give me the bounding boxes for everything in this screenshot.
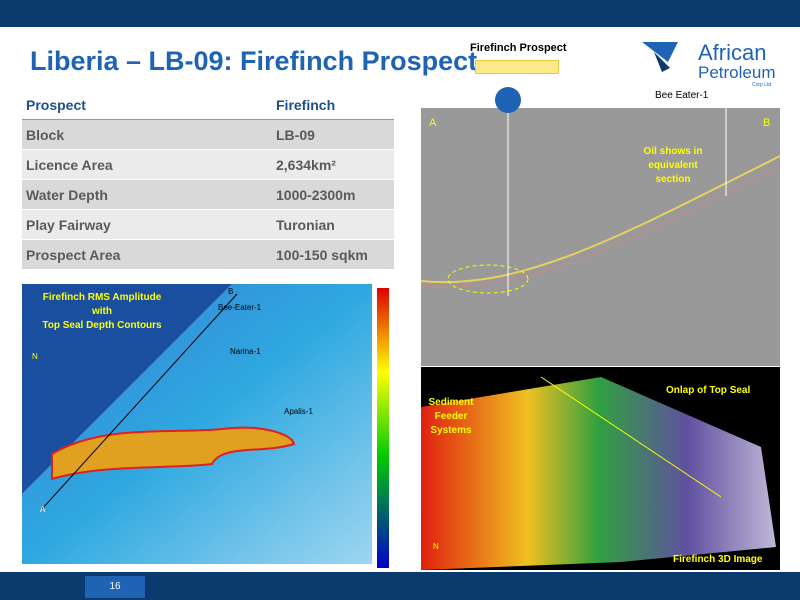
slide-title: Liberia – LB-09: Firefinch Prospect [30,46,478,76]
well-label: Bee-Eater-1 [218,303,262,312]
table-cell: Firefinch [272,90,394,120]
table-cell: 1000-2300m [272,179,394,210]
amplitude-map: Firefinch RMS Amplitude with Top Seal De… [22,284,396,572]
point-label: A [429,117,437,129]
table-cell: 100-150 sqkm [272,239,394,270]
table-row: Play Fairway Turonian [22,209,394,240]
logo-text: Corp Ltd [752,82,771,88]
annotation: Sediment [428,397,474,408]
table-cell: Block [22,119,272,150]
table-row: Licence Area 2,634km² [22,149,394,180]
image-3d: Onlap of Top Seal Sediment Feeder System… [421,367,780,570]
top-bar [0,0,800,27]
table-cell: 2,634km² [272,149,394,180]
prospect-table: Prospect Firefinch Block LB-09 Licence Area 2… [22,90,394,270]
table-row: Water Depth 1000-2300m [22,179,394,210]
north-label: N [433,542,439,551]
table-cell: Licence Area [22,149,272,180]
legend-label: Firefinch Prospect [470,42,567,54]
point-label: A [40,505,46,514]
table-row: Prospect Area 100-150 sqkm [22,239,394,270]
legend-swatch [475,60,559,74]
logo-text: African [698,40,766,65]
map-title: with [91,306,112,317]
seismic-section: Bee Eater-1 A B Oil shows in equivalent … [421,87,780,366]
well-label: Apalis-1 [284,407,313,416]
annotation: Oil shows in [644,146,703,157]
logo: African Petroleum Corp Ltd [642,40,775,88]
north-label: N [32,352,38,361]
table-cell: LB-09 [272,119,394,150]
table-cell: Play Fairway [22,209,272,240]
annotation: Systems [430,425,472,436]
well-label: Narina-1 [230,347,261,356]
annotation: Feeder [435,411,468,422]
annotation: equivalent [648,160,698,171]
table-row: Prospect Firefinch [22,90,394,120]
page-number: 16 [85,576,145,598]
caption: Firefinch 3D Image [673,554,763,565]
map-title: Top Seal Depth Contours [42,320,162,331]
table-cell: Water Depth [22,179,272,210]
table-cell: Turonian [272,209,394,240]
point-label: B [763,117,770,129]
point-label: B [228,287,233,296]
logo-text: Petroleum [698,63,775,82]
well-label: Bee Eater-1 [655,90,709,101]
table-cell: Prospect [22,90,272,120]
table-cell: Prospect Area [22,239,272,270]
table-row: Block LB-09 [22,119,394,150]
annotation: section [655,174,690,185]
map-title: Firefinch RMS Amplitude [43,292,162,303]
annotation: Onlap of Top Seal [666,385,750,396]
